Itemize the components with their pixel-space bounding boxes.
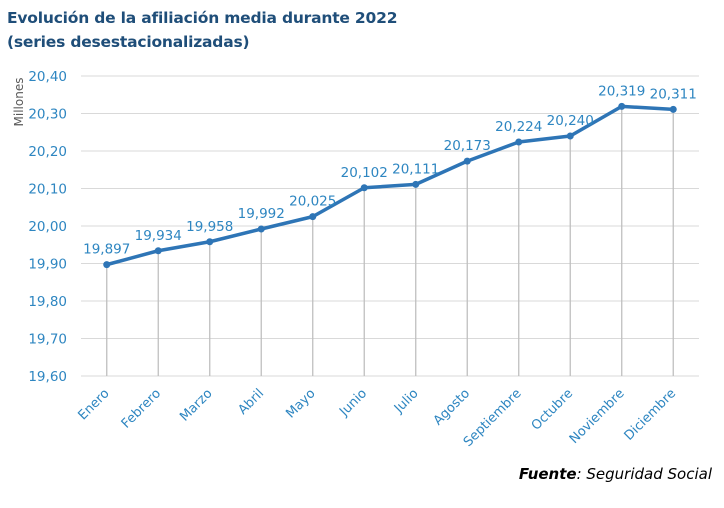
data-point [463, 157, 471, 165]
data-label: 20,025 [289, 194, 336, 210]
x-tick-label: Junio [336, 386, 370, 420]
data-label: 19,958 [186, 219, 233, 235]
y-tick-label: 19,60 [28, 369, 67, 385]
data-points [103, 102, 677, 269]
data-point [206, 238, 214, 246]
data-label: 20,240 [547, 113, 594, 129]
data-point [154, 247, 162, 255]
data-point [360, 184, 368, 192]
x-tick-label: Mayo [283, 386, 318, 421]
chart-title-line2: (series desestacionalizadas) [7, 33, 250, 51]
data-label: 20,173 [444, 138, 491, 154]
y-axis-title: Millones [12, 78, 26, 127]
data-label: 20,311 [650, 86, 697, 102]
data-point [669, 105, 677, 113]
y-tick-label: 20,30 [28, 107, 67, 123]
y-tick-label: 19,70 [28, 332, 67, 348]
x-tick-label: Febrero [119, 386, 164, 431]
y-tick-label: 19,90 [28, 257, 67, 273]
source-label: Fuente [518, 465, 577, 483]
data-label: 19,934 [135, 228, 182, 244]
y-tick-label: 19,80 [28, 294, 67, 310]
chart-title-line1: Evolución de la afiliación media durante… [7, 9, 398, 27]
y-tick-label: 20,40 [28, 69, 67, 85]
series-line-path [105, 104, 675, 267]
x-axis-tick-labels: Enero Febrero Marzo Abril Mayo Junio Julio Agos… [75, 386, 679, 450]
x-tick-label: Enero [75, 386, 112, 423]
drop-lines [106, 106, 674, 376]
x-tick-label: Agosto [431, 386, 473, 428]
x-tick-label: Diciembre [622, 386, 680, 444]
source-note: Fuente: Seguridad Social [519, 465, 712, 483]
data-label: 20,111 [392, 161, 439, 177]
x-tick-label: Marzo [177, 386, 215, 424]
y-axis-tick-labels: 19,60 19,70 19,80 19,90 20,00 20,10 20,20 20,30… [28, 69, 67, 385]
series-line [105, 104, 675, 267]
x-tick-label: Noviembre [567, 386, 628, 447]
x-tick-label: Abril [235, 386, 267, 418]
y-tick-label: 20,00 [28, 219, 67, 235]
x-tick-label: Julio [391, 386, 422, 417]
data-point [515, 138, 523, 146]
data-point [309, 213, 317, 221]
data-label: 20,102 [341, 165, 388, 181]
data-label: 20,224 [495, 119, 542, 135]
data-point [257, 225, 265, 233]
chart-title: Evolución de la afiliación media durante… [7, 6, 397, 54]
data-label: 19,897 [83, 242, 130, 258]
data-point [103, 261, 111, 269]
source-value: : Seguridad Social [576, 465, 712, 483]
data-label: 19,992 [238, 206, 285, 222]
data-point [618, 102, 626, 110]
y-tick-label: 20,10 [28, 182, 67, 198]
data-point [566, 132, 574, 140]
x-tick-label: Octubre [529, 386, 576, 433]
data-label: 20,319 [598, 83, 645, 99]
data-point [412, 180, 420, 188]
gridlines [81, 75, 699, 377]
y-tick-label: 20,20 [28, 144, 67, 160]
